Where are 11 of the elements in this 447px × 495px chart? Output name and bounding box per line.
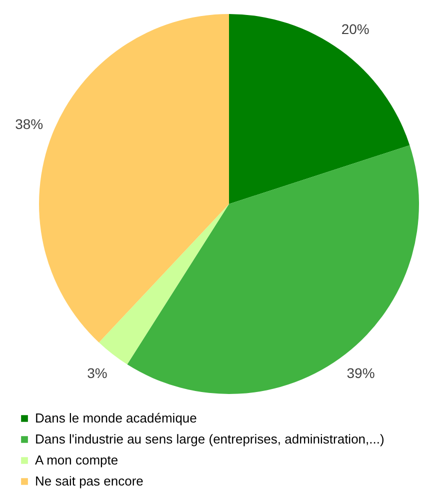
legend-label: A mon compte [35,452,118,468]
data-label: 39% [346,364,375,381]
data-label: 3% [87,364,108,381]
legend-label: Dans le monde académique [35,410,197,426]
pie-slice [127,145,419,394]
legend-label: Dans l'industrie au sens large (entreprises, administration,...) [35,432,384,446]
data-label: 38% [15,116,44,132]
legend-label: Ne sait pas encore [35,474,144,488]
pie-slice [229,14,410,204]
pie-slice [98,204,229,364]
data-label: 20% [341,21,370,38]
